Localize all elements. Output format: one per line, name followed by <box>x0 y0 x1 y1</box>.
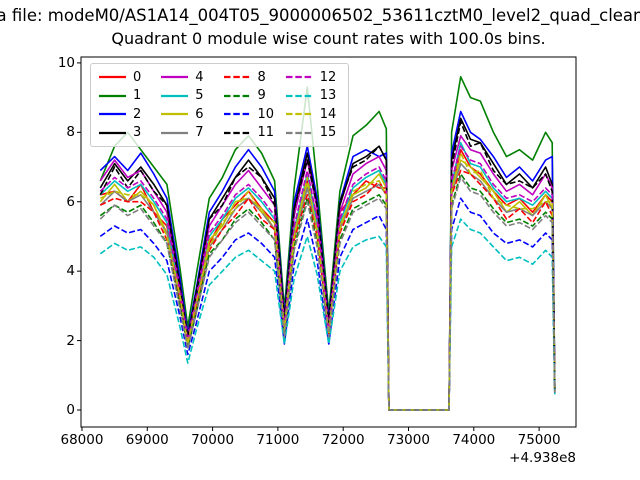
legend-line-sample-icon <box>161 76 189 79</box>
series-line-13 <box>99 218 556 411</box>
y-tick-label: 4 <box>66 263 75 280</box>
legend-line-sample-icon <box>161 94 189 97</box>
legend-item-9: 9 <box>223 87 278 106</box>
legend-line-sample-icon <box>161 131 189 134</box>
legend-line-sample-icon <box>223 113 251 116</box>
legend-item-15: 15 <box>285 124 340 143</box>
x-tick-label: 70000 <box>191 432 235 448</box>
legend-label: 3 <box>133 125 142 141</box>
series-line-15 <box>99 176 556 411</box>
legend-item-0: 0 <box>99 68 153 87</box>
y-tick-label: 10 <box>57 54 75 71</box>
y-tick-label: 2 <box>66 332 75 349</box>
legend-label: 10 <box>257 106 275 122</box>
series-line-14 <box>99 152 556 411</box>
legend-item-11: 11 <box>223 124 278 143</box>
legend-item-13: 13 <box>285 87 340 106</box>
legend-line-sample-icon <box>285 131 313 134</box>
legend-item-5: 5 <box>161 87 215 106</box>
legend-label: 4 <box>195 69 204 85</box>
legend-line-sample-icon <box>285 76 313 79</box>
legend-item-2: 2 <box>99 105 153 124</box>
series-line-1 <box>99 76 556 411</box>
legend-item-14: 14 <box>285 105 340 124</box>
legend-line-sample-icon <box>161 113 189 116</box>
y-tick-label: 6 <box>66 193 75 210</box>
x-axis-offset-text: +4.938e8 <box>509 450 576 466</box>
legend-line-sample-icon <box>99 76 126 79</box>
legend-label: 9 <box>257 88 266 104</box>
legend-label: 0 <box>133 69 142 85</box>
legend-label: 2 <box>133 106 142 122</box>
legend-item-12: 12 <box>285 68 340 87</box>
x-tick-label: 74000 <box>452 432 496 448</box>
legend-label: 6 <box>195 106 204 122</box>
series-line-10 <box>99 197 556 411</box>
legend-line-sample-icon <box>223 131 251 134</box>
legend-line-sample-icon <box>99 113 126 116</box>
legend-label: 13 <box>319 88 337 104</box>
axes-frame <box>80 56 577 428</box>
x-tick-label: 69000 <box>125 432 169 448</box>
legend-label: 1 <box>133 88 142 104</box>
series-line-11 <box>99 121 556 411</box>
legend-item-4: 4 <box>161 68 215 87</box>
legend-label: 12 <box>319 69 337 85</box>
y-tick-label: 0 <box>66 401 75 418</box>
y-tick-label: 8 <box>66 124 75 141</box>
legend-label: 8 <box>257 69 266 85</box>
legend-line-sample-icon <box>223 76 251 79</box>
legend-label: 14 <box>319 106 337 122</box>
legend-line-sample-icon <box>285 94 313 97</box>
legend-line-sample-icon <box>99 131 126 134</box>
x-tick-label: 71000 <box>256 432 300 448</box>
x-tick-label: 72000 <box>321 432 365 448</box>
legend: 0 1 2 3 4 5 6 7 8 9 10 11 12 13 14 15 <box>90 63 349 147</box>
legend-line-sample-icon <box>223 94 251 97</box>
axes-title: Quadrant 0 module wise count rates with … <box>111 29 546 48</box>
x-tick-label: 68000 <box>60 432 104 448</box>
legend-label: 7 <box>195 125 204 141</box>
legend-item-10: 10 <box>223 105 278 124</box>
legend-label: 15 <box>319 125 337 141</box>
legend-item-7: 7 <box>161 124 215 143</box>
legend-item-8: 8 <box>223 68 278 87</box>
legend-item-3: 3 <box>99 124 153 143</box>
legend-item-1: 1 <box>99 87 153 106</box>
x-tick-label: 75000 <box>517 432 561 448</box>
legend-label: 5 <box>195 88 204 104</box>
legend-label: 11 <box>257 125 275 141</box>
figure-suptitle: a file: modeM0/AS1A14_004T05_9000006502_… <box>0 6 640 25</box>
legend-line-sample-icon <box>99 94 126 97</box>
x-tick-label: 73000 <box>387 432 430 448</box>
legend-line-sample-icon <box>285 113 313 116</box>
legend-item-6: 6 <box>161 105 215 124</box>
